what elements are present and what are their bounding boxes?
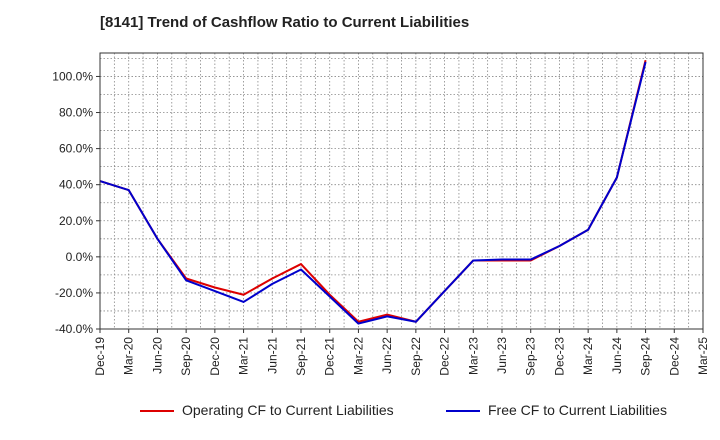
y-tick-label: 60.0% bbox=[59, 142, 93, 156]
y-axis: -40.0% -20.0% 0.0% 20.0% 40.0% 60.0% 80.0% 100.… bbox=[52, 69, 100, 336]
y-tick-label: 0.0% bbox=[66, 250, 94, 264]
legend-label-1: Operating CF to Current Liabilities bbox=[182, 402, 394, 418]
x-tick-label: Jun-20 bbox=[150, 337, 164, 374]
grid bbox=[100, 53, 703, 330]
x-tick-label: Dec-24 bbox=[667, 337, 681, 376]
x-tick-label: Sep-23 bbox=[524, 337, 538, 376]
x-tick-label: Dec-20 bbox=[208, 337, 222, 376]
legend: Operating CF to Current Liabilities Free … bbox=[140, 402, 667, 418]
plot-frame bbox=[99, 52, 704, 330]
x-tick-label: Mar-24 bbox=[581, 337, 595, 375]
y-tick-label: 100.0% bbox=[52, 69, 93, 83]
chart-title: [8141] Trend of Cashflow Ratio to Curren… bbox=[100, 14, 470, 31]
x-tick-label: Jun-23 bbox=[495, 337, 509, 374]
series-line-2 bbox=[99, 61, 647, 325]
x-tick-label: Jun-21 bbox=[265, 337, 279, 374]
y-tick-label: -40.0% bbox=[55, 322, 93, 336]
y-tick-label: -20.0% bbox=[55, 286, 93, 300]
x-tick-label: Mar-21 bbox=[237, 337, 251, 375]
x-tick-label: Dec-19 bbox=[93, 337, 107, 376]
x-tick-label: Sep-24 bbox=[639, 337, 653, 376]
x-tick-label: Jun-24 bbox=[610, 337, 624, 374]
y-tick-label: 40.0% bbox=[59, 178, 93, 192]
x-tick-label: Dec-22 bbox=[438, 337, 452, 376]
x-tick-label: Mar-25 bbox=[696, 337, 710, 375]
y-tick-label: 20.0% bbox=[59, 214, 93, 228]
y-tick-label: 80.0% bbox=[59, 106, 93, 120]
x-tick-label: Sep-20 bbox=[179, 337, 193, 376]
legend-label-2: Free CF to Current Liabilities bbox=[488, 402, 667, 418]
x-axis: Dec-19 Mar-20 Jun-20 Sep-20 Dec-20 Mar-21 Jun-… bbox=[93, 329, 710, 376]
x-tick-label: Dec-21 bbox=[323, 337, 337, 376]
x-tick-label: Sep-22 bbox=[409, 337, 423, 376]
x-tick-label: Mar-23 bbox=[466, 337, 480, 375]
x-tick-label: Dec-23 bbox=[552, 337, 566, 376]
x-tick-label: Mar-22 bbox=[351, 337, 365, 375]
series-lines bbox=[99, 59, 647, 325]
x-tick-label: Sep-21 bbox=[294, 337, 308, 376]
x-tick-label: Mar-20 bbox=[122, 337, 136, 375]
x-tick-label: Jun-22 bbox=[380, 337, 394, 374]
